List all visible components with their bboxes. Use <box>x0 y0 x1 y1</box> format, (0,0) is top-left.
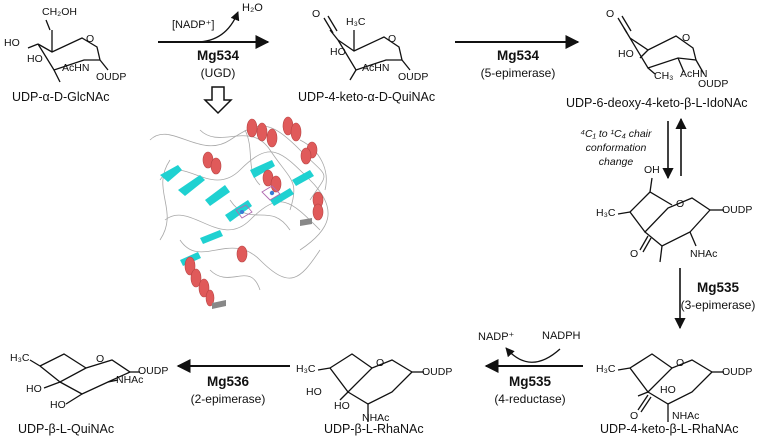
atom-oudp: OUDP <box>698 78 729 90</box>
atom-ho-3: HO <box>50 399 66 411</box>
atom-keto-o: O <box>630 248 639 260</box>
atom-ho: HO <box>660 384 676 396</box>
atom-h3c: H₃C <box>346 16 366 28</box>
enzyme-mg535-4-reductase: Mg535 <box>508 374 552 389</box>
atom-nhac: NHAc <box>362 412 390 424</box>
compound-name-idonac: UDP-6-deoxy-4-keto-β-L-IdoNAc <box>566 96 748 110</box>
arrow-step-1 <box>158 11 270 49</box>
atom-ho-3: HO <box>27 53 43 65</box>
byproduct-water: H₂O <box>242 2 263 14</box>
atom-ch2oh: CH₂OH <box>42 6 77 18</box>
atom-oudp: OUDP <box>722 204 753 216</box>
ring-keto-rhanac <box>617 353 724 422</box>
activity-2-epimerase: (2-epimerase) <box>190 392 266 406</box>
atom-ho-4: HO <box>306 386 322 398</box>
atom-ho: HO <box>330 46 346 58</box>
conformation-change-note: ⁴C₁ to ¹C₄ chair conformation change <box>580 128 652 168</box>
atom-nhac: NHAc <box>690 248 718 260</box>
atom-ring-o: O <box>388 33 397 45</box>
atom-ring-o: O <box>676 198 685 210</box>
atom-ho-4: HO <box>26 383 42 395</box>
arrow-step-3-equilibrium <box>662 117 687 180</box>
ring-rhanac <box>317 353 424 422</box>
enzyme-mg535-3-epimerase: Mg535 <box>696 280 740 295</box>
atom-oudp: OUDP <box>422 366 453 378</box>
atom-oudp: OUDP <box>96 71 127 83</box>
compound-name-glcnac: UDP-α-D-GlcNAc <box>12 90 110 104</box>
atom-nhac: NHAc <box>672 410 700 422</box>
hollow-arrow-to-structure <box>203 86 233 115</box>
atom-keto-o: O <box>606 8 615 20</box>
atom-achn: AcHN <box>362 62 390 74</box>
atom-oudp: OUDP <box>722 366 753 378</box>
atom-keto-o: O <box>312 8 321 20</box>
atom-ring-o: O <box>376 357 385 369</box>
atom-ring-o: O <box>676 357 685 369</box>
atom-ring-o: O <box>96 353 105 365</box>
atom-ho: HO <box>618 48 634 60</box>
enzyme-mg534-ugd: Mg534 <box>196 48 240 63</box>
atom-oudp: OUDP <box>398 71 429 83</box>
activity-5-epimerase: (5-epimerase) <box>480 66 556 80</box>
atom-oh: OH <box>644 164 660 176</box>
cofactor-nadph: NADPH <box>542 330 581 342</box>
arrow-step-5 <box>484 347 583 373</box>
atom-h3c: H₃C <box>10 352 30 364</box>
compound-name-l-quinac: UDP-β-L-QuiNAc <box>18 422 115 436</box>
activity-ugd: (UGD) <box>200 66 236 80</box>
atom-h3c: H₃C <box>296 363 316 375</box>
enzyme-mg534-epimerase: Mg534 <box>496 48 540 63</box>
cofactor-nadp-out: NADP⁺ <box>478 331 515 343</box>
atom-ch3: CH₃ <box>654 70 674 82</box>
ring-glcnac <box>27 19 109 83</box>
ring-l-quinac <box>29 353 140 405</box>
activity-4-reductase: (4-reductase) <box>494 392 566 406</box>
atom-h3c: H₃C <box>596 207 616 219</box>
atom-oudp: OUDP <box>138 365 169 377</box>
atom-h3c: H₃C <box>596 363 616 375</box>
atom-nhac: NHAc <box>116 374 144 386</box>
atom-achn: AcHN <box>680 68 708 80</box>
atom-ring-o: O <box>86 33 95 45</box>
ring-idonac <box>623 27 705 75</box>
atom-ring-o: O <box>682 32 691 44</box>
atom-ho-4: HO <box>4 37 20 49</box>
compound-name-keto-rhanac: UDP-4-keto-β-L-RhaNAc <box>600 422 739 436</box>
activity-3-epimerase: (3-epimerase) <box>680 298 756 312</box>
enzyme-mg536-2-epimerase: Mg536 <box>206 374 250 389</box>
atom-ho-3: HO <box>334 400 350 412</box>
compound-name-rhanac: UDP-β-L-RhaNAc <box>324 422 424 436</box>
ring-quinac <box>329 29 411 81</box>
atom-keto-o: O <box>630 410 639 422</box>
ring-intermediate <box>617 177 724 263</box>
compound-name-keto-quinac: UDP-4-keto-α-D-QuiNAc <box>298 90 436 104</box>
cofactor-nadp: [NADP⁺] <box>172 19 215 31</box>
protein-structure <box>149 116 329 309</box>
atom-achn: AcHN <box>62 62 90 74</box>
